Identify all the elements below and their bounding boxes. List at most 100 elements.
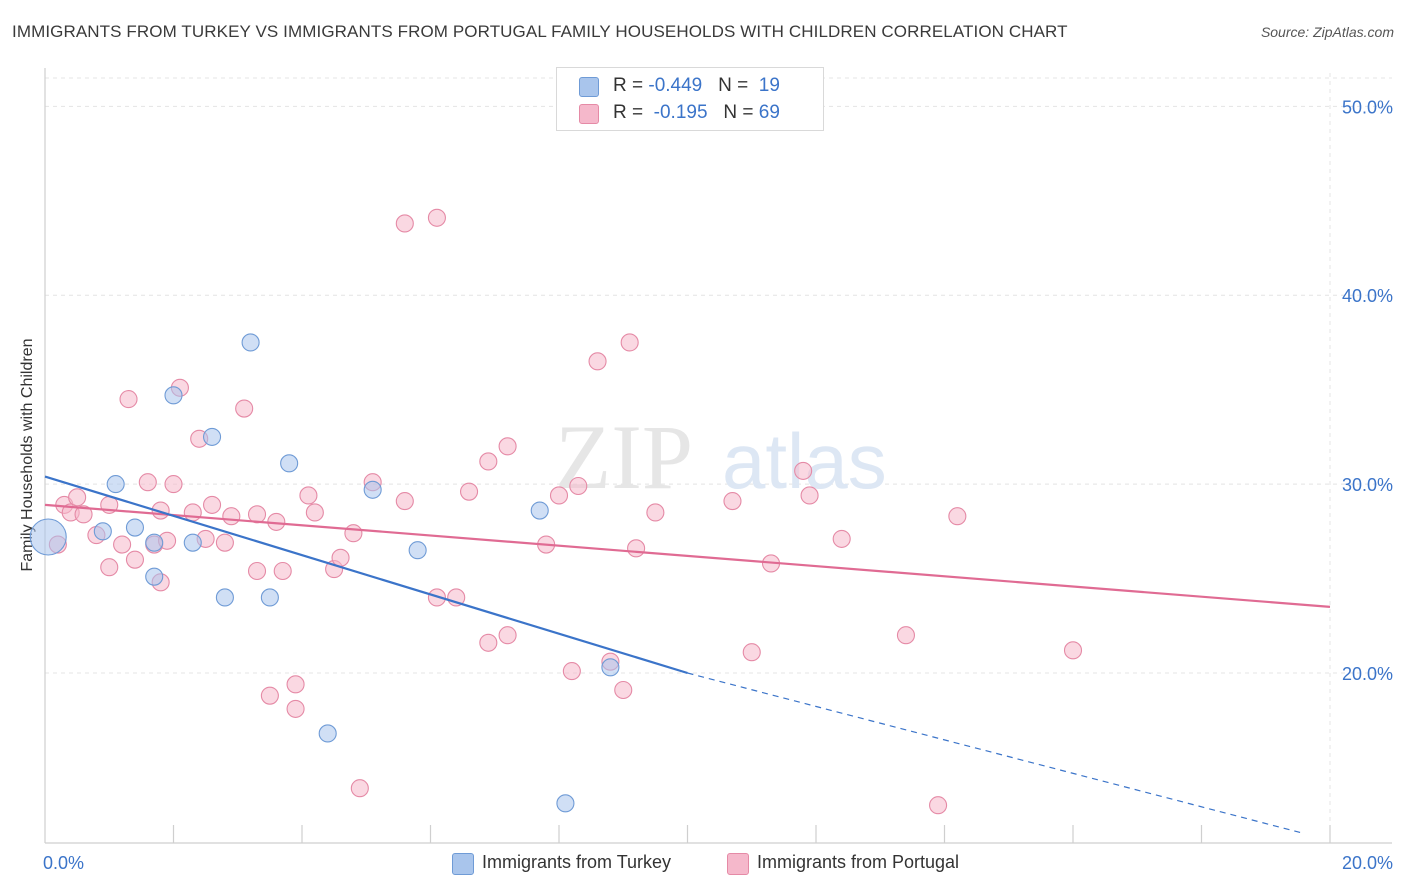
- point-portugal: [203, 495, 222, 514]
- data-points: [29, 208, 1083, 815]
- watermark: ZIP atlas: [555, 406, 887, 508]
- point-turkey: [164, 386, 183, 405]
- point-turkey: [408, 541, 427, 560]
- point-portugal: [395, 214, 414, 233]
- point-portugal: [286, 699, 305, 718]
- point-portugal: [549, 486, 569, 505]
- point-turkey: [215, 588, 234, 607]
- point-portugal: [273, 561, 292, 581]
- legend-label-turkey: Immigrants from Turkey: [482, 852, 672, 872]
- point-turkey: [183, 533, 202, 552]
- point-portugal: [100, 558, 119, 577]
- point-portugal: [113, 535, 132, 554]
- legend-swatch-portugal: [579, 104, 599, 124]
- n-value-portugal: 69: [758, 102, 780, 123]
- x-tick-label-max: 20.0%: [1342, 853, 1393, 873]
- point-portugal: [832, 529, 851, 548]
- point-portugal: [74, 505, 93, 524]
- point-portugal: [794, 461, 813, 480]
- point-portugal: [588, 352, 607, 371]
- point-portugal: [247, 505, 267, 524]
- point-portugal: [299, 486, 318, 505]
- point-portugal: [896, 626, 916, 645]
- point-portugal: [569, 476, 588, 496]
- point-turkey: [318, 724, 337, 743]
- trend-line-turkey-extension: [687, 672, 1305, 835]
- point-portugal: [1063, 641, 1083, 660]
- grid-lines: [45, 73, 1392, 843]
- r-value-turkey: -0.449: [648, 75, 703, 96]
- point-portugal: [498, 626, 517, 645]
- point-turkey: [363, 480, 382, 499]
- point-portugal: [479, 452, 498, 471]
- point-portugal: [929, 796, 948, 815]
- point-portugal: [562, 662, 581, 681]
- point-portugal: [723, 492, 742, 511]
- point-portugal: [305, 503, 324, 522]
- point-turkey: [125, 518, 144, 537]
- point-turkey: [29, 518, 67, 556]
- point-portugal: [183, 503, 202, 522]
- point-portugal: [125, 550, 144, 569]
- point-turkey: [106, 475, 125, 494]
- legend-label-portugal: Immigrants from Portugal: [757, 852, 960, 872]
- r-label: R =: [613, 102, 649, 123]
- point-portugal: [395, 492, 414, 511]
- source-label: Source: ZipAtlas.com: [1260, 24, 1394, 40]
- tick-labels: 20.0% 30.0% 40.0% 50.0% 0.0% 20.0%: [43, 97, 1393, 873]
- point-portugal: [68, 488, 87, 507]
- r-label: R =: [613, 75, 649, 96]
- point-portugal: [260, 686, 279, 705]
- chart-title: IMMIGRANTS FROM TURKEY VS IMMIGRANTS FRO…: [12, 22, 1068, 41]
- point-turkey: [241, 333, 260, 352]
- point-portugal: [286, 675, 305, 694]
- point-turkey: [145, 567, 164, 586]
- point-turkey: [145, 533, 164, 552]
- legend-swatch-turkey: [452, 853, 474, 875]
- x-tick-label-min: 0.0%: [43, 853, 84, 873]
- point-turkey: [530, 501, 549, 520]
- point-portugal: [427, 208, 446, 227]
- point-turkey: [556, 794, 575, 813]
- r-value-portugal: -0.195: [653, 102, 708, 123]
- point-portugal: [620, 333, 639, 352]
- point-turkey: [280, 454, 299, 473]
- point-portugal: [800, 486, 819, 505]
- n-label: N =: [718, 75, 754, 96]
- trend-line-portugal: [44, 503, 1331, 608]
- y-tick-label: 30.0%: [1342, 475, 1393, 495]
- point-turkey: [601, 658, 620, 677]
- point-portugal: [215, 533, 234, 552]
- point-turkey: [93, 522, 112, 541]
- point-portugal: [331, 548, 350, 567]
- legend-swatch-portugal: [727, 853, 749, 875]
- y-tick-label: 40.0%: [1342, 286, 1393, 306]
- y-tick-label: 20.0%: [1342, 664, 1393, 684]
- trend-lines: [44, 475, 1331, 835]
- point-portugal: [344, 524, 363, 543]
- point-portugal: [742, 643, 761, 662]
- point-portugal: [948, 507, 967, 526]
- point-portugal: [247, 561, 267, 581]
- point-portugal: [498, 437, 517, 456]
- stats-legend: R = -0.449 N = 19 R = -0.195 N = 69: [556, 67, 824, 131]
- point-portugal: [119, 390, 138, 409]
- point-turkey: [203, 427, 222, 446]
- point-portugal: [614, 680, 633, 700]
- n-label: N =: [723, 102, 759, 123]
- point-portugal: [459, 482, 479, 501]
- point-portugal: [646, 503, 665, 522]
- y-tick-label: 50.0%: [1342, 97, 1393, 117]
- point-turkey: [260, 588, 279, 607]
- point-portugal: [479, 633, 498, 652]
- n-value-turkey: 19: [758, 75, 780, 96]
- point-portugal: [627, 539, 646, 558]
- point-portugal: [164, 475, 183, 494]
- legend-swatch-turkey: [579, 77, 599, 97]
- point-portugal: [138, 473, 157, 492]
- point-portugal: [222, 507, 241, 526]
- point-portugal: [235, 399, 254, 418]
- trend-line-turkey: [44, 475, 688, 675]
- axes: [44, 68, 1392, 844]
